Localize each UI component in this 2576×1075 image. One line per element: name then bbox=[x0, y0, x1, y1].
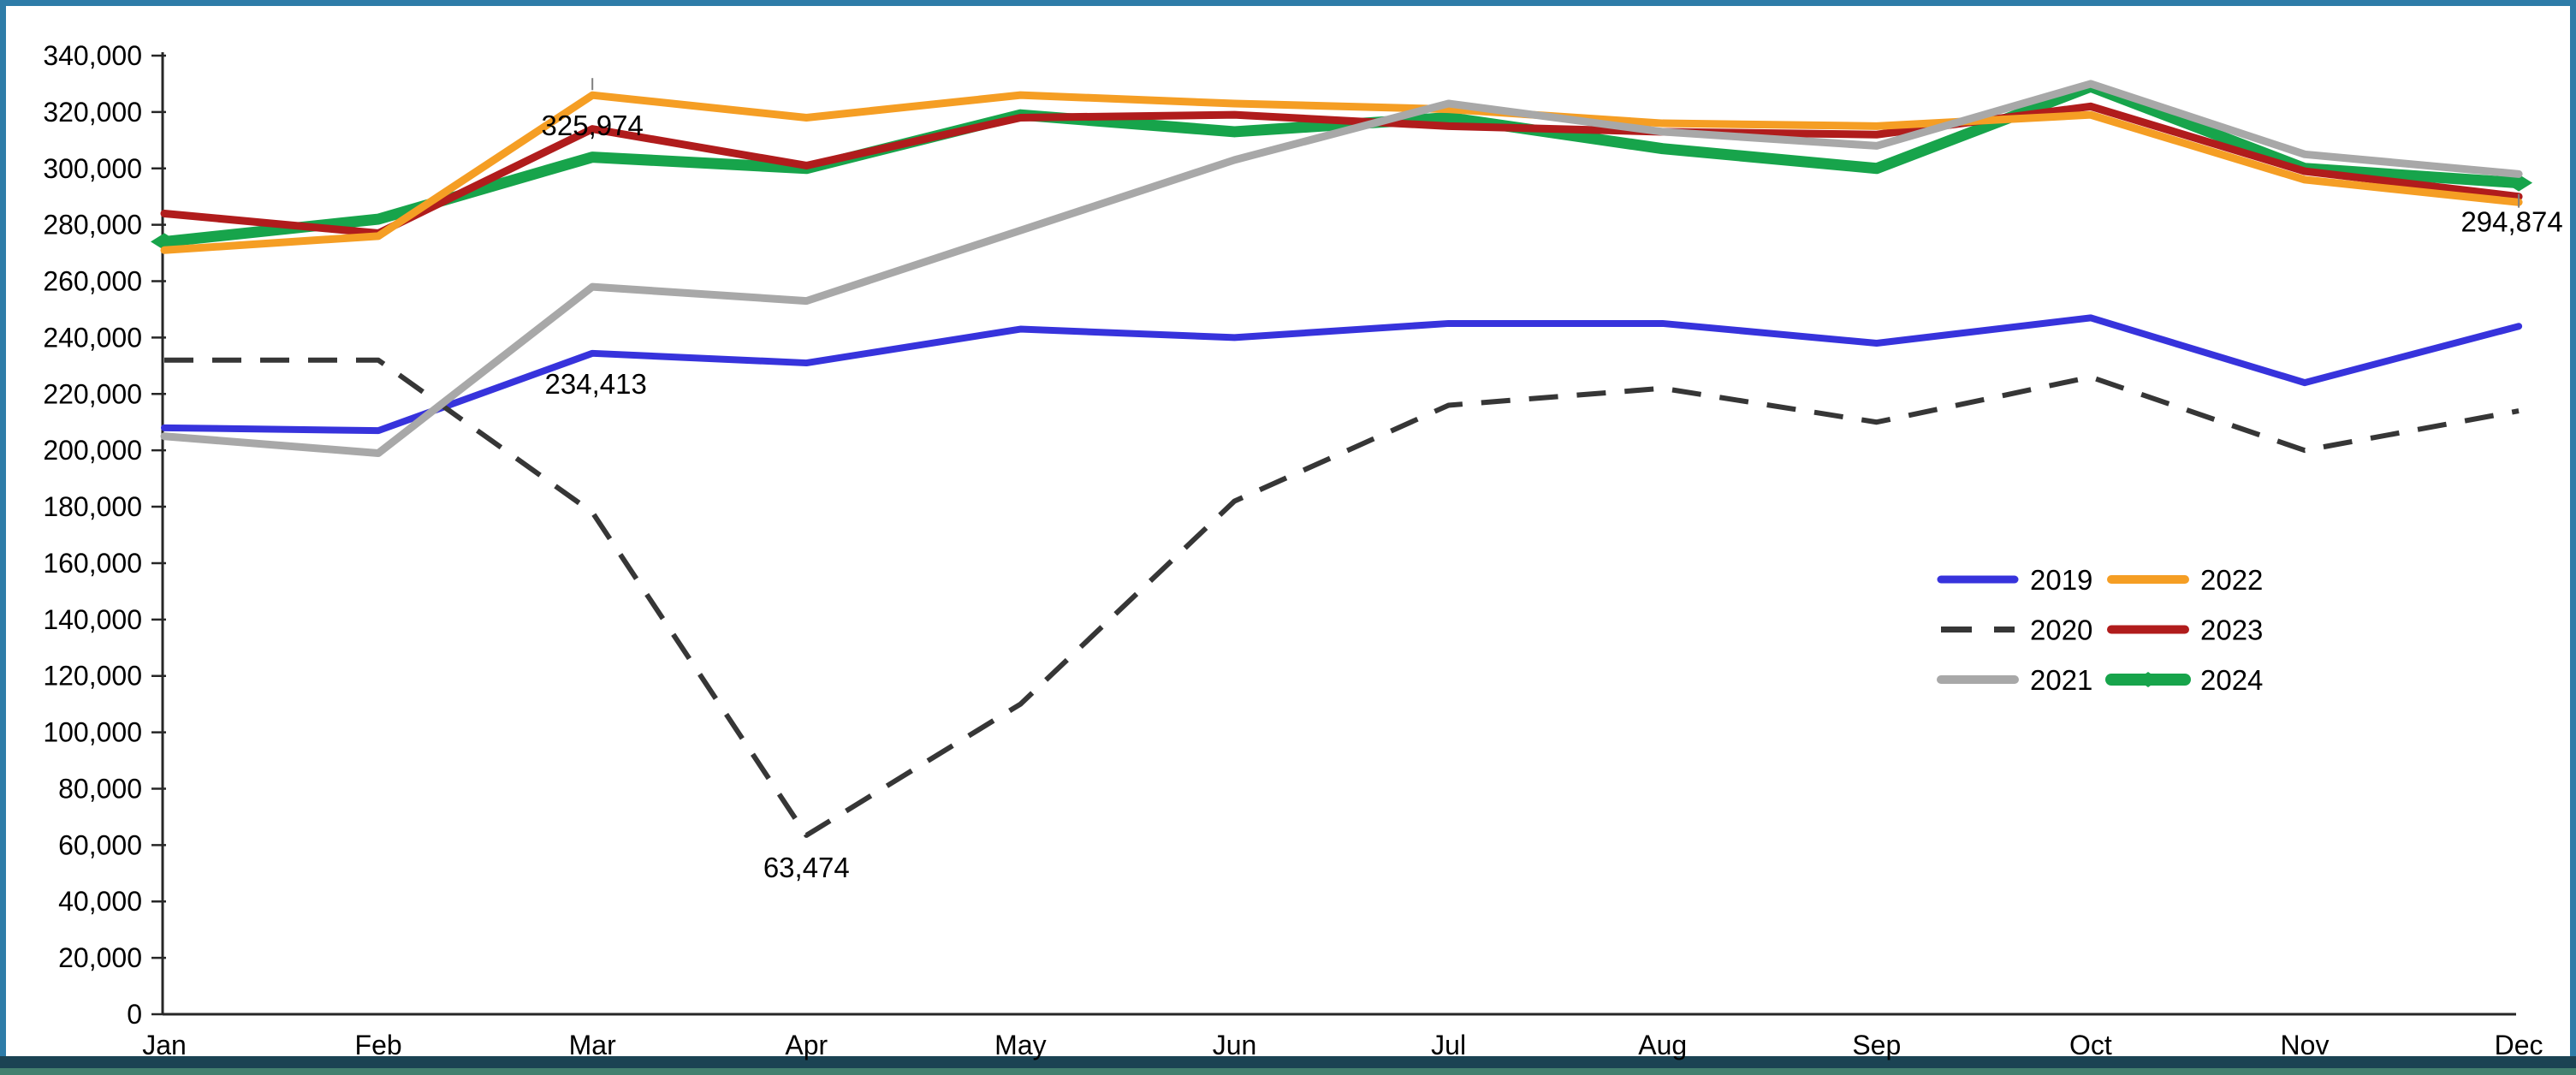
x-axis-labels: Jan Feb Mar Apr May Jun Jul Aug Sep Oct Nov Dec bbox=[142, 1030, 2543, 1060]
frame-bottom-band bbox=[0, 1056, 2576, 1068]
y-axis-tick-label: 40,000 bbox=[58, 886, 142, 917]
legend-item-2022: 2022 bbox=[2107, 564, 2263, 596]
series-line-2023 bbox=[160, 102, 2523, 238]
legend-label-2021: 2021 bbox=[2030, 664, 2092, 696]
y-axis-tick-label: 300,000 bbox=[43, 153, 142, 184]
y-axis-tick-label: 320,000 bbox=[43, 97, 142, 128]
x-axis-label-dec: Dec bbox=[2495, 1030, 2543, 1060]
y-axis-tick-label: 80,000 bbox=[58, 773, 142, 804]
legend-item-2021: 2021 bbox=[1937, 664, 2092, 696]
legend-label-2024: 2024 bbox=[2200, 664, 2263, 696]
y-axis-ticks: 0 20,000 40,000 60,000 80,000 100,000 120,000 1… bbox=[43, 40, 166, 1030]
x-axis-label-may: May bbox=[994, 1030, 1046, 1060]
y-axis-tick-label: 220,000 bbox=[43, 378, 142, 409]
legend: 2019 2022 2020 2023 2021 2024 bbox=[1937, 564, 2263, 696]
series-line-2020 bbox=[164, 357, 2520, 838]
y-axis-tick-label: 260,000 bbox=[43, 266, 142, 297]
data-label-2022: 325,974 bbox=[542, 110, 644, 141]
x-axis-label-nov: Nov bbox=[2281, 1030, 2330, 1060]
y-axis-tick-label: 280,000 bbox=[43, 210, 142, 241]
legend-label-2022: 2022 bbox=[2200, 564, 2263, 596]
annotations: 325,974 234,413 63,474 294,874 bbox=[542, 78, 2563, 883]
y-axis-tick-label: 240,000 bbox=[43, 322, 142, 353]
legend-item-2020: 2020 bbox=[1941, 615, 2092, 646]
data-label-2020: 63,474 bbox=[763, 852, 850, 883]
legend-item-2019: 2019 bbox=[1937, 564, 2092, 596]
y-axis-tick-label: 0 bbox=[127, 999, 142, 1030]
data-label-2019: 234,413 bbox=[545, 368, 647, 400]
frame-top bbox=[0, 0, 2576, 6]
y-axis-tick-label: 140,000 bbox=[43, 604, 142, 635]
y-axis-tick-label: 340,000 bbox=[43, 40, 142, 71]
y-axis-tick-label: 200,000 bbox=[43, 435, 142, 466]
series-line-2021 bbox=[160, 80, 2523, 457]
series-line-2022 bbox=[160, 91, 2523, 254]
x-axis-label-mar: Mar bbox=[569, 1030, 616, 1060]
x-axis-label-jul: Jul bbox=[1431, 1030, 1466, 1060]
x-axis-label-aug: Aug bbox=[1638, 1030, 1687, 1060]
x-axis-label-apr: Apr bbox=[785, 1030, 828, 1060]
x-axis-label-sep: Sep bbox=[1852, 1030, 1901, 1060]
frame-bottom-strip bbox=[0, 1068, 2576, 1075]
y-axis-tick-label: 160,000 bbox=[43, 548, 142, 579]
legend-item-2024: 2024 bbox=[2105, 664, 2263, 696]
x-axis-label-jan: Jan bbox=[142, 1030, 187, 1060]
legend-label-2019: 2019 bbox=[2030, 564, 2092, 596]
legend-marker-2024 bbox=[2137, 672, 2159, 687]
y-axis-tick-label: 120,000 bbox=[43, 661, 142, 692]
y-axis-tick-label: 60,000 bbox=[58, 829, 142, 860]
legend-label-2023: 2023 bbox=[2200, 615, 2263, 646]
series-line-2019 bbox=[161, 314, 2523, 435]
series-line-2024 bbox=[158, 80, 2525, 247]
x-axis-label-oct: Oct bbox=[2069, 1030, 2112, 1060]
series-endpoint-marker-2024 bbox=[2505, 174, 2533, 192]
data-label-2024: 294,874 bbox=[2460, 206, 2562, 238]
legend-item-2023: 2023 bbox=[2107, 615, 2263, 646]
legend-label-2020: 2020 bbox=[2030, 615, 2092, 646]
y-axis-tick-label: 180,000 bbox=[43, 491, 142, 522]
y-axis-tick-label: 20,000 bbox=[58, 942, 142, 973]
y-axis-tick-label: 100,000 bbox=[43, 717, 142, 748]
frame-right bbox=[2570, 0, 2576, 1061]
frame-left bbox=[0, 0, 6, 1061]
x-axis-label-jun: Jun bbox=[1213, 1030, 1257, 1060]
plot-area bbox=[151, 80, 2533, 838]
x-axis-label-feb: Feb bbox=[355, 1030, 402, 1060]
